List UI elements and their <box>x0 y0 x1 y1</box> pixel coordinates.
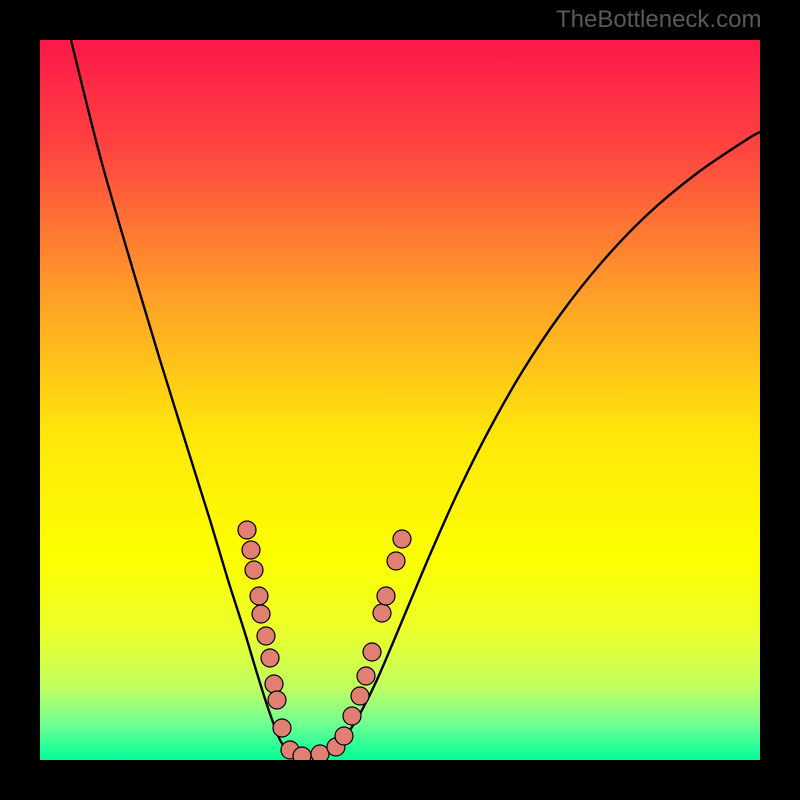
data-marker <box>335 727 353 745</box>
data-marker <box>252 605 270 623</box>
plot-area <box>40 40 760 760</box>
data-marker <box>238 521 256 539</box>
data-marker <box>268 691 286 709</box>
outer-frame: TheBottleneck.com <box>0 0 800 800</box>
data-marker <box>250 587 268 605</box>
data-marker <box>357 667 375 685</box>
data-marker <box>265 675 283 693</box>
data-marker <box>363 643 381 661</box>
data-marker <box>377 587 395 605</box>
data-marker <box>393 530 411 548</box>
data-marker <box>351 687 369 705</box>
data-marker <box>311 745 329 760</box>
data-marker <box>245 561 263 579</box>
data-marker <box>261 649 279 667</box>
data-marker <box>293 747 311 760</box>
watermark-text: TheBottleneck.com <box>556 6 761 34</box>
gradient-background <box>40 40 760 760</box>
data-marker <box>273 719 291 737</box>
data-marker <box>257 627 275 645</box>
data-marker <box>242 541 260 559</box>
data-marker <box>373 604 391 622</box>
data-marker <box>387 552 405 570</box>
chart-svg <box>40 40 760 760</box>
data-marker <box>343 707 361 725</box>
